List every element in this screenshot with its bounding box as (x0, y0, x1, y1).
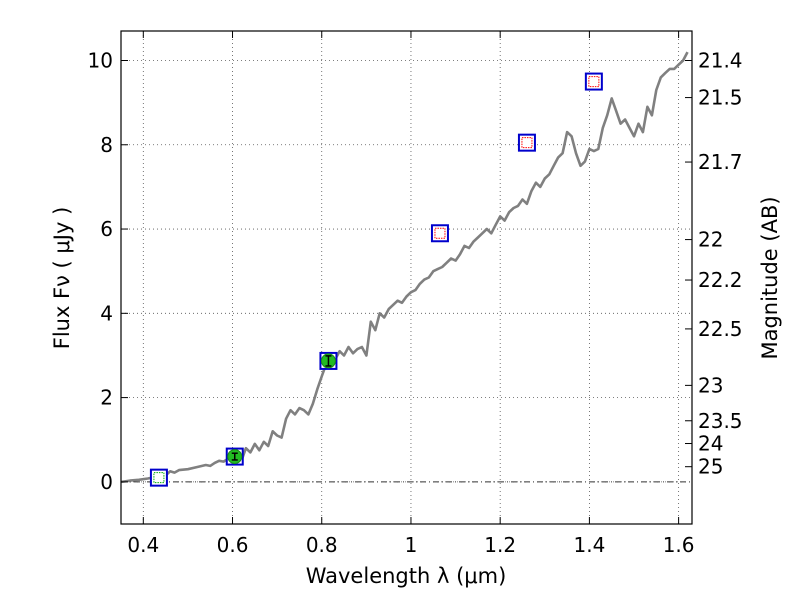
magnitude-tick-label: 21.5 (698, 86, 743, 110)
magnitude-tick-label: 24 (698, 432, 723, 456)
photometry-box (149, 468, 168, 487)
photometry-box (430, 224, 449, 243)
x-tick-label: 0.6 (217, 533, 249, 557)
x-tick-label: 1 (405, 533, 418, 557)
grid (121, 31, 692, 524)
photometry-box (584, 72, 603, 91)
model-flux-marker (153, 472, 165, 484)
magnitude-tick-label: 23 (698, 373, 723, 397)
magnitude-tick-label: 21.7 (698, 150, 743, 174)
y-tick-label: 4 (100, 301, 113, 325)
plot-area (121, 51, 689, 487)
y-tick-label: 10 (88, 48, 113, 72)
y-tick-label: 8 (100, 133, 113, 157)
y-tick-label: 6 (100, 217, 113, 241)
model-flux-marker (521, 137, 533, 149)
right-axis-title: Magnitude (AB) (758, 196, 782, 359)
x-tick-label: 0.4 (127, 533, 159, 557)
y-tick-label: 0 (100, 470, 113, 494)
magnitude-tick-label: 22.5 (698, 317, 743, 341)
x-tick-label: 1.2 (484, 533, 516, 557)
magnitude-tick-label: 25 (698, 455, 723, 479)
model-flux-marker (588, 76, 600, 88)
magnitude-tick-label: 22.2 (698, 268, 743, 292)
y-axis-title: Flux Fν ( μJy ) (50, 207, 74, 350)
magnitude-tick-label: 23.5 (698, 409, 743, 433)
model-flux-marker (434, 227, 446, 239)
y-tick-label: 2 (100, 386, 113, 410)
plot-frame (120, 30, 693, 525)
photometry-markers (149, 72, 603, 487)
x-tick-label: 1.4 (573, 533, 605, 557)
magnitude-tick-label: 22 (698, 228, 723, 252)
photometry-box (517, 133, 536, 152)
spectrum-line (121, 51, 689, 484)
x-tick-label: 1.6 (663, 533, 695, 557)
magnitude-tick-label: 21.4 (698, 48, 743, 72)
x-tick-label: 0.8 (306, 533, 338, 557)
x-axis-title: Wavelength λ (μm) (306, 564, 507, 588)
